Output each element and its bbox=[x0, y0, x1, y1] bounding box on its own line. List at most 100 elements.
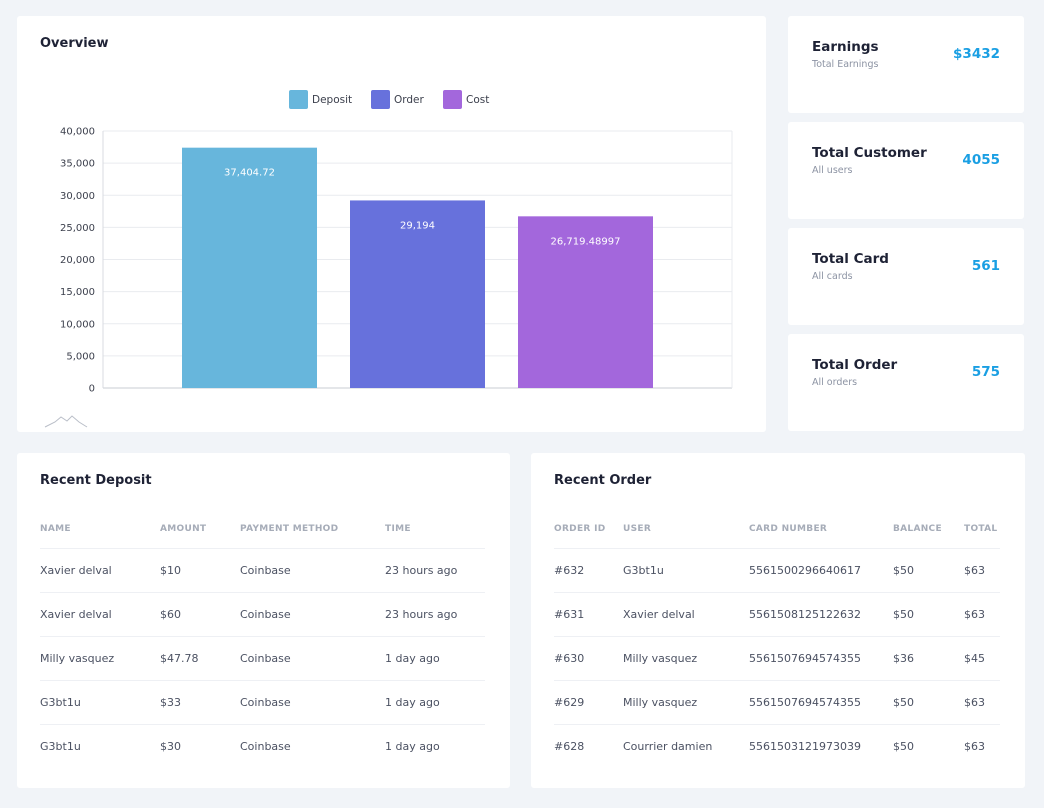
stat-subtitle: All orders bbox=[812, 377, 858, 388]
cell-payment-method: Coinbase bbox=[240, 739, 291, 753]
stat-card-total-card: Total Card All cards 561 bbox=[788, 228, 1024, 325]
cell-card-number: 5561508125122632 bbox=[749, 592, 893, 637]
stat-subtitle: All cards bbox=[812, 271, 853, 282]
cell-balance: $50 bbox=[893, 592, 964, 637]
y-tick-label: 30,000 bbox=[60, 191, 95, 202]
cell-balance: $50 bbox=[893, 548, 964, 593]
y-tick-label: 20,000 bbox=[60, 255, 95, 266]
cell-time: 1 day ago bbox=[385, 636, 485, 681]
stat-card-earnings: Earnings Total Earnings $3432 bbox=[788, 16, 1024, 113]
cell-order-id: #629 bbox=[554, 680, 623, 725]
cell-total: $45 bbox=[964, 636, 1000, 681]
cell-amount: $33 bbox=[160, 680, 240, 725]
column-header-payment-method: PAYMENT METHOD bbox=[240, 511, 385, 549]
legend-label: Cost bbox=[466, 94, 489, 106]
cell-time: 1 day ago bbox=[385, 680, 485, 725]
cell-user: Milly vasquez bbox=[623, 636, 749, 681]
bar-data-label: 29,194 bbox=[400, 220, 435, 231]
cell-amount: $10 bbox=[160, 548, 240, 593]
cell-name: G3bt1u bbox=[40, 739, 81, 753]
table-row: #628 Courrier damien 5561503121973039 $5… bbox=[554, 724, 1000, 768]
table-row: #632 G3bt1u 5561500296640617 $50 $63 bbox=[554, 548, 1000, 593]
stat-title: Earnings bbox=[812, 39, 879, 55]
cell-payment-method: Coinbase bbox=[240, 592, 385, 637]
bar-cost bbox=[518, 216, 653, 388]
cell-user: G3bt1u bbox=[623, 548, 749, 593]
table-row: G3bt1u $33 Coinbase 1 day ago bbox=[40, 680, 485, 725]
recent-order-table: ORDER ID USER CARD NUMBER BALANCE TOTAL … bbox=[554, 511, 1000, 768]
bar-data-label: 37,404.72 bbox=[224, 168, 275, 179]
cell-payment-method: Coinbase bbox=[240, 636, 385, 681]
cell-amount: $60 bbox=[160, 592, 240, 637]
cell-amount: $47.78 bbox=[160, 636, 240, 681]
table-row: G3bt1u $30 Coinbase 1 day ago bbox=[40, 724, 485, 768]
y-tick-label: 35,000 bbox=[60, 159, 95, 170]
table-row: #631 Xavier delval 5561508125122632 $50 … bbox=[554, 592, 1000, 637]
cell-total: $63 bbox=[964, 592, 1000, 637]
overview-card: 0 5,000 10,000 15,000 20,000 25,000 30,000 35,0… bbox=[17, 16, 766, 432]
legend-swatch bbox=[443, 90, 462, 109]
table-row: Milly vasquez $47.78 Coinbase 1 day ago bbox=[40, 636, 485, 681]
stat-value: 4055 bbox=[962, 152, 1000, 168]
chart-scrollbar-preview-icon bbox=[44, 415, 88, 428]
stat-value: $3432 bbox=[953, 46, 1000, 62]
y-tick-label: 25,000 bbox=[60, 223, 95, 234]
y-tick-label: 10,000 bbox=[60, 319, 95, 330]
cell-user: Courrier damien bbox=[623, 739, 713, 753]
legend-swatch bbox=[289, 90, 308, 109]
table-row: Xavier delval $10 Coinbase 23 hours ago bbox=[40, 548, 485, 593]
cell-payment-method: Coinbase bbox=[240, 548, 385, 593]
recent-deposit-title: Recent Deposit bbox=[40, 473, 152, 488]
cell-time: 1 day ago bbox=[385, 739, 440, 753]
recent-order-card: Recent Order ORDER ID USER CARD NUMBER B… bbox=[531, 453, 1025, 788]
cell-total: $63 bbox=[964, 680, 1000, 725]
bar-data-label: 26,719.48997 bbox=[551, 236, 621, 247]
y-tick-label: 15,000 bbox=[60, 287, 95, 298]
stat-title: Total Order bbox=[812, 357, 898, 373]
y-tick-label: 5,000 bbox=[66, 351, 95, 362]
cell-order-id: #632 bbox=[554, 548, 623, 593]
cell-name: Xavier delval bbox=[40, 548, 160, 593]
table-header-row: NAME AMOUNT PAYMENT METHOD TIME bbox=[40, 511, 485, 549]
table-header-row: ORDER ID USER CARD NUMBER BALANCE TOTAL bbox=[554, 511, 1000, 549]
cell-user: Milly vasquez bbox=[623, 680, 749, 725]
cell-balance: $50 bbox=[893, 680, 964, 725]
cell-order-id: #630 bbox=[554, 636, 623, 681]
column-header-balance: BALANCE bbox=[893, 511, 964, 549]
cell-name: Milly vasquez bbox=[40, 636, 160, 681]
column-header-order-id: ORDER ID bbox=[554, 511, 623, 549]
cell-user: Xavier delval bbox=[623, 592, 749, 637]
table-row: Xavier delval $60 Coinbase 23 hours ago bbox=[40, 592, 485, 637]
overview-title: Overview bbox=[40, 36, 109, 51]
cell-order-id: #631 bbox=[554, 592, 623, 637]
bar-order bbox=[350, 200, 485, 388]
legend-swatch bbox=[371, 90, 390, 109]
legend-label: Order bbox=[394, 94, 425, 106]
cell-order-id: #628 bbox=[554, 739, 585, 753]
cell-name: Xavier delval bbox=[40, 592, 160, 637]
cell-card-number: 5561500296640617 bbox=[749, 548, 893, 593]
y-tick-label: 40,000 bbox=[60, 127, 95, 138]
cell-card-number: 5561507694574355 bbox=[749, 680, 893, 725]
stat-subtitle: All users bbox=[812, 165, 853, 176]
table-row: #630 Milly vasquez 5561507694574355 $36 … bbox=[554, 636, 1000, 681]
cell-name: G3bt1u bbox=[40, 680, 160, 725]
legend-label: Deposit bbox=[312, 94, 352, 106]
cell-time: 23 hours ago bbox=[385, 548, 485, 593]
column-header-card-number: CARD NUMBER bbox=[749, 511, 893, 549]
column-header-user: USER bbox=[623, 511, 749, 549]
stat-subtitle: Total Earnings bbox=[812, 59, 879, 70]
cell-balance: $50 bbox=[893, 739, 914, 753]
column-header-name: NAME bbox=[40, 511, 160, 549]
cell-time: 23 hours ago bbox=[385, 592, 485, 637]
column-header-amount: AMOUNT bbox=[160, 511, 240, 549]
cell-balance: $36 bbox=[893, 636, 964, 681]
recent-order-title: Recent Order bbox=[554, 473, 652, 488]
overview-chart: 0 5,000 10,000 15,000 20,000 25,000 30,000 35,0… bbox=[44, 90, 733, 428]
cell-total: $63 bbox=[964, 739, 985, 753]
stat-card-total-order: Total Order All orders 575 bbox=[788, 334, 1024, 431]
table-row: #629 Milly vasquez 5561507694574355 $50 … bbox=[554, 680, 1000, 725]
bar-deposit bbox=[182, 147, 317, 388]
stat-card-total-customer: Total Customer All users 4055 bbox=[788, 122, 1024, 219]
cell-total: $63 bbox=[964, 548, 1000, 593]
